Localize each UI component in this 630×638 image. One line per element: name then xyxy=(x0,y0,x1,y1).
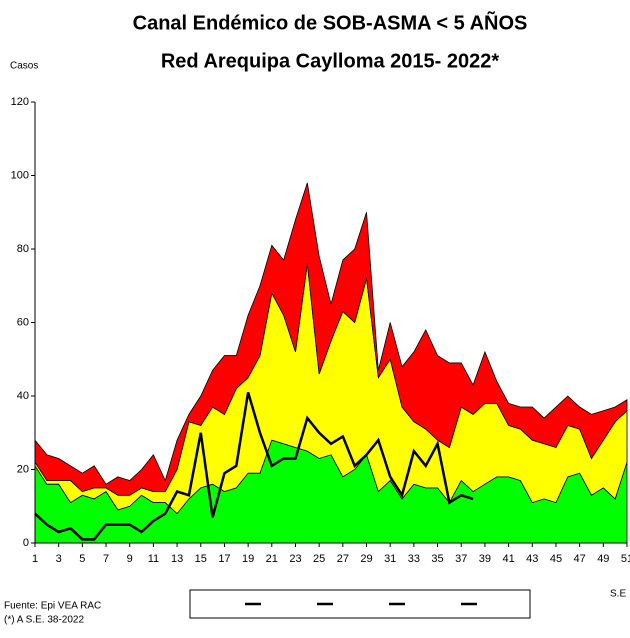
chart-title: Canal Endémico de SOB-ASMA < 5 AÑOS xyxy=(133,11,528,34)
x-tick-label: 33 xyxy=(408,553,420,565)
y-tick-label: 60 xyxy=(17,316,29,328)
x-tick-label: 37 xyxy=(455,553,467,565)
x-tick-label: 9 xyxy=(127,553,133,565)
y-tick-label: 20 xyxy=(17,463,29,475)
x-tick-label: 43 xyxy=(526,553,538,565)
x-tick-label: 29 xyxy=(360,553,372,565)
x-tick-label: 11 xyxy=(148,553,159,565)
x-tick-label: 23 xyxy=(289,553,301,565)
x-tick-label: 35 xyxy=(431,553,443,565)
x-tick-label: 27 xyxy=(337,553,349,565)
y-tick-label: 0 xyxy=(23,537,29,549)
x-tick-label: 3 xyxy=(56,553,62,565)
x-tick-label: 39 xyxy=(479,553,491,565)
x-tick-label: 19 xyxy=(242,553,254,565)
x-tick-label: 7 xyxy=(103,553,109,565)
y-tick-label: 80 xyxy=(17,243,29,255)
y-tick-label: 100 xyxy=(11,169,29,181)
y-tick-label: 40 xyxy=(17,390,29,402)
chart-subtitle: Red Arequipa Caylloma 2015- 2022* xyxy=(161,50,500,72)
x-tick-label: 17 xyxy=(218,553,230,565)
y-axis-label: Casos xyxy=(10,61,38,72)
x-tick-label: 41 xyxy=(502,553,514,565)
line-2022 xyxy=(34,391,474,541)
y-tick-label: 120 xyxy=(11,96,29,108)
x-tick-label: 21 xyxy=(266,553,278,565)
x-tick-label: 49 xyxy=(597,553,609,565)
source-note: Fuente: Epi VEA RAC xyxy=(4,601,101,612)
x-tick-label: 1 xyxy=(32,553,38,565)
x-tick-label: 25 xyxy=(313,553,325,565)
x-axis-label: S.E xyxy=(610,589,626,600)
x-tick-label: 31 xyxy=(384,553,396,565)
x-tick-label: 47 xyxy=(574,553,586,565)
footnote: (*) A S.E. 38-2022 xyxy=(4,615,84,626)
x-tick-label: 51 xyxy=(621,553,630,565)
x-tick-label: 15 xyxy=(195,553,207,565)
legend-box xyxy=(189,589,531,619)
x-tick-label: 13 xyxy=(171,553,183,565)
x-tick-label: 45 xyxy=(550,553,562,565)
x-tick-label: 5 xyxy=(79,553,85,565)
area xyxy=(34,182,628,496)
